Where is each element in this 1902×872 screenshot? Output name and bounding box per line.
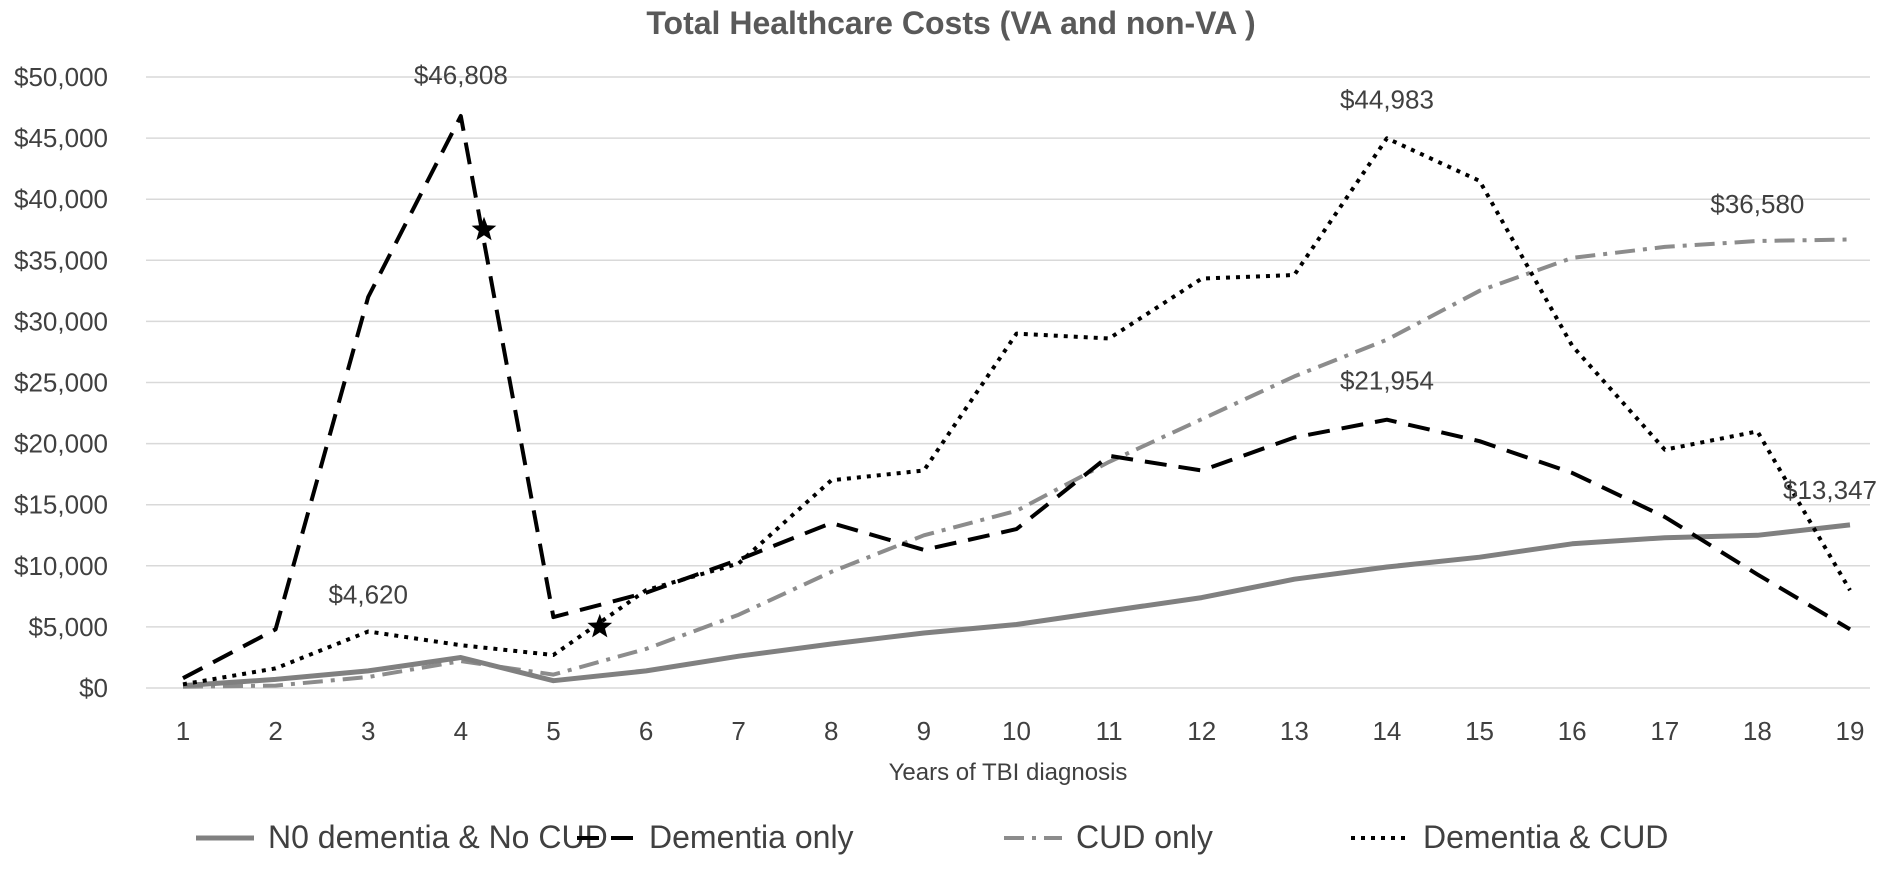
x-tick-label: 19: [1836, 716, 1865, 746]
x-tick-label: 16: [1558, 716, 1587, 746]
x-tick-label: 12: [1187, 716, 1216, 746]
series-lines: [182, 114, 1852, 689]
x-tick-label: 7: [731, 716, 745, 746]
data-labels: $46,808 $4,620 $44,983 $21,954 $36,580 $13,34…: [328, 60, 1877, 610]
data-label: $21,954: [1340, 366, 1434, 396]
data-label: $44,983: [1340, 84, 1434, 114]
x-tick-label: 8: [824, 716, 838, 746]
y-tick-label: $30,000: [14, 306, 108, 336]
y-tick-label: $10,000: [14, 551, 108, 581]
x-tick-label: 6: [639, 716, 653, 746]
data-label: $36,580: [1710, 189, 1804, 219]
x-tick-label: 13: [1280, 716, 1309, 746]
chart-title: Total Healthcare Costs (VA and non-VA ): [646, 5, 1255, 41]
x-tick-label: 9: [917, 716, 931, 746]
x-tick-label: 1: [176, 716, 190, 746]
legend-label: CUD only: [1076, 819, 1213, 855]
data-label: $46,808: [414, 60, 508, 90]
series-line-dashed: [182, 114, 1852, 680]
data-label: $4,620: [328, 580, 408, 610]
y-tick-label: $40,000: [14, 184, 108, 214]
gridlines: [146, 76, 1870, 689]
y-tick-label: $20,000: [14, 429, 108, 459]
y-tick-label: $50,000: [14, 62, 108, 92]
x-tick-label: 18: [1743, 716, 1772, 746]
star-markers: [471, 216, 613, 638]
y-tick-label: $35,000: [14, 245, 108, 275]
series-line-dotted: [182, 136, 1852, 687]
y-tick-label: $25,000: [14, 368, 108, 398]
legend-label: N0 dementia & No CUD: [268, 819, 608, 855]
y-axis-ticks: $0 $5,000 $10,000 $15,000 $20,000 $25,000 $30,…: [14, 62, 108, 703]
legend-label: Dementia only: [649, 819, 854, 855]
star-marker: [471, 216, 497, 241]
series-line-solid: [182, 522, 1851, 689]
x-tick-label: 4: [454, 716, 468, 746]
x-tick-label: 3: [361, 716, 375, 746]
y-tick-label: $15,000: [14, 490, 108, 520]
star-marker: [587, 613, 613, 638]
series-line-dashdot: [182, 237, 1851, 689]
y-tick-label: $45,000: [14, 123, 108, 153]
x-tick-label: 14: [1372, 716, 1401, 746]
x-axis-ticks: 1 2 3 4 5 6 7 8 9 10 11 12 13 14 15 16 17 18 19: [176, 716, 1865, 746]
x-tick-label: 11: [1096, 716, 1123, 746]
y-tick-label: $5,000: [28, 612, 108, 642]
x-axis-title: Years of TBI diagnosis: [889, 759, 1128, 786]
x-tick-label: 5: [546, 716, 560, 746]
data-label: $13,347: [1783, 475, 1877, 505]
legend-label: Dementia & CUD: [1423, 819, 1668, 855]
x-tick-label: 2: [268, 716, 282, 746]
y-tick-label: $0: [79, 673, 108, 703]
legend: N0 dementia & No CUD Dementia only CUD onl…: [196, 819, 1668, 855]
x-tick-label: 17: [1650, 716, 1679, 746]
x-tick-label: 10: [1002, 716, 1031, 746]
x-tick-label: 15: [1465, 716, 1494, 746]
